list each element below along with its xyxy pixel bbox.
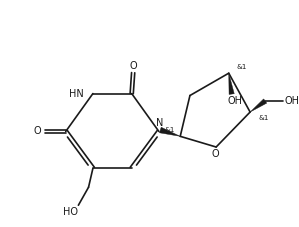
Text: OH: OH [284, 96, 299, 106]
Text: O: O [34, 126, 41, 136]
Polygon shape [159, 127, 180, 136]
Polygon shape [250, 99, 267, 112]
Text: N: N [156, 118, 163, 128]
Text: OH: OH [228, 96, 242, 106]
Text: &1: &1 [164, 127, 174, 133]
Text: &1: &1 [237, 64, 247, 70]
Text: O: O [212, 149, 219, 159]
Polygon shape [229, 73, 234, 94]
Text: &1: &1 [259, 115, 269, 121]
Text: O: O [130, 61, 138, 71]
Text: HO: HO [63, 207, 78, 217]
Text: HN: HN [69, 89, 84, 99]
